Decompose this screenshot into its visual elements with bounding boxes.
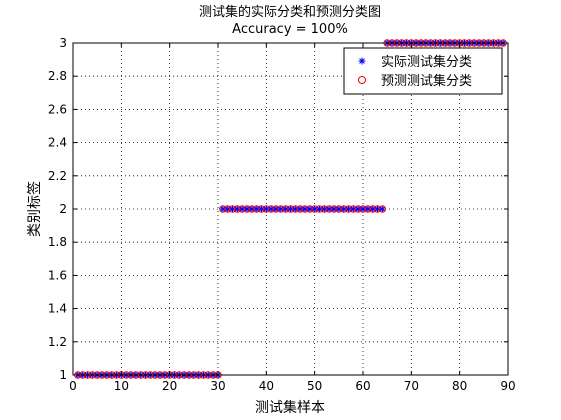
asterisk-stroke: [360, 206, 366, 212]
grid: [73, 43, 508, 375]
asterisk-stroke: [331, 206, 337, 212]
asterisk-stroke: [350, 206, 356, 212]
asterisk-stroke: [317, 206, 322, 212]
asterisk-stroke: [254, 206, 260, 212]
actual-point: [326, 206, 333, 212]
actual-point: [248, 206, 255, 212]
chart-subtitle: Accuracy = 100%: [232, 22, 348, 37]
legend-label-actual: 实际测试集分类: [381, 54, 472, 70]
asterisk-stroke: [365, 206, 371, 212]
legend-label-predicted: 预测测试集分类: [381, 73, 472, 89]
asterisk-stroke: [375, 206, 380, 212]
asterisk-stroke: [302, 206, 308, 212]
asterisk-stroke: [283, 206, 289, 212]
axis-ticks: [72, 42, 509, 376]
y-tick-label: 1.2: [48, 335, 67, 349]
actual-point: [234, 206, 241, 212]
legend-asterisk-glyph: [358, 57, 366, 65]
asterisk-stroke: [297, 206, 303, 212]
y-tick-labels: 1 1.2 1.4 1.6 1.8 2 2.2 2.4 2.6 2.8 3: [48, 36, 67, 382]
asterisk-stroke: [336, 206, 342, 212]
asterisk-stroke: [244, 206, 250, 212]
predicted-point: [378, 205, 387, 213]
y-tick-label: 2.6: [48, 102, 67, 116]
chart-title: 测试集的实际分类和预测分类图: [199, 4, 381, 20]
x-axis-label: 测试集样本: [255, 399, 325, 416]
x-tick-label: 30: [210, 379, 225, 393]
x-tick-label: 10: [114, 379, 129, 393]
actual-point: [364, 206, 371, 212]
asterisk-stroke: [230, 206, 235, 212]
y-tick-label: 1.8: [48, 235, 67, 249]
y-tick-label: 2.4: [48, 136, 67, 150]
asterisk-stroke: [379, 206, 385, 212]
asterisk-stroke: [359, 58, 365, 64]
y-tick-label: 2.2: [48, 169, 67, 183]
y-tick-label: 2.8: [48, 69, 67, 83]
asterisk-stroke: [326, 206, 332, 212]
actual-point: [229, 206, 236, 212]
asterisk-stroke: [355, 206, 361, 212]
asterisk-stroke: [220, 206, 226, 212]
asterisk-stroke: [273, 206, 279, 212]
x-tick-label: 20: [162, 379, 177, 393]
actual-point: [277, 206, 284, 212]
asterisk-stroke: [234, 206, 240, 212]
asterisk-stroke: [321, 206, 327, 212]
y-tick-label: 2: [59, 202, 67, 216]
x-tick-label: 80: [452, 379, 467, 393]
y-tick-label: 1.6: [48, 268, 67, 282]
asterisk-stroke: [370, 206, 376, 212]
legend-circle-marker: [358, 76, 366, 84]
y-tick-label: 3: [59, 36, 67, 50]
asterisk-stroke: [268, 206, 274, 212]
x-tick-labels: 0 10 20 30 40 50 60 70 80 90: [69, 379, 515, 393]
x-tick-label: 40: [259, 379, 274, 393]
actual-point: [268, 206, 275, 212]
y-tick-label: 1.4: [48, 302, 67, 316]
asterisk-stroke: [225, 206, 231, 212]
legend-box: [343, 47, 503, 95]
legend-circle-glyph: [358, 76, 366, 84]
asterisk-stroke: [292, 206, 298, 212]
asterisk-stroke: [259, 206, 264, 212]
y-axis-label: 类别标签: [26, 181, 43, 237]
x-tick-label: 60: [355, 379, 370, 393]
asterisk-stroke: [278, 206, 284, 212]
actual-point: [335, 206, 342, 212]
asterisk-stroke: [263, 206, 269, 212]
asterisk-stroke: [239, 206, 245, 212]
asterisk-stroke: [341, 206, 347, 212]
asterisk-stroke: [307, 206, 313, 212]
actual-point: [379, 206, 386, 212]
x-tick-label: 90: [500, 379, 515, 393]
y-tick-label: 1: [59, 368, 67, 382]
actual-point: [287, 206, 294, 212]
legend: 实际测试集分类 预测测试集分类: [343, 47, 503, 95]
x-tick-label: 70: [404, 379, 419, 393]
asterisk-stroke: [288, 206, 293, 212]
x-tick-label: 0: [69, 379, 77, 393]
x-tick-label: 50: [307, 379, 322, 393]
asterisk-stroke: [312, 206, 318, 212]
legend-asterisk-marker: [358, 57, 366, 65]
asterisk-stroke: [346, 206, 351, 212]
asterisk-stroke: [249, 206, 255, 212]
